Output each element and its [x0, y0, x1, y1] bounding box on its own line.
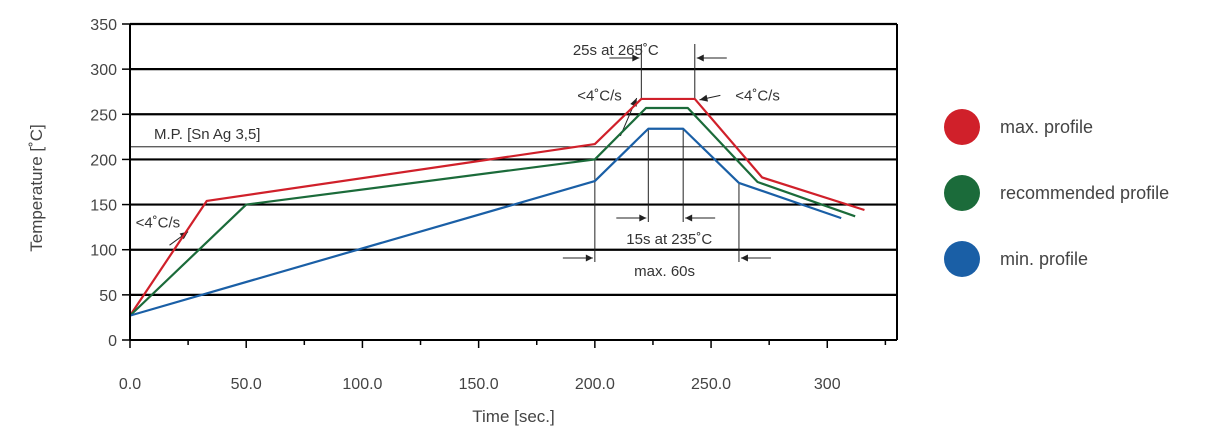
legend-swatch-min-profile — [944, 241, 980, 277]
legend-label-max-profile: max. profile — [1000, 116, 1094, 137]
x-tick-label: 200.0 — [575, 376, 615, 393]
x-tick-label: 250.0 — [691, 376, 731, 393]
x-tick-label: 300 — [814, 376, 841, 393]
y-tick-label: 350 — [90, 17, 117, 34]
guide-arrow-head — [639, 214, 647, 222]
legend-swatch-max-profile — [944, 109, 980, 145]
y-tick-label: 300 — [90, 62, 117, 79]
melting-point-label: M.P. [Sn Ag 3,5] — [154, 126, 260, 143]
guide-arrow-head — [685, 214, 693, 222]
y-tick-label: 50 — [99, 288, 117, 305]
series-line-max-profile — [129, 97, 865, 317]
grid-lines — [130, 22, 897, 296]
y-axis-label: Temperature [˚C] — [27, 124, 46, 252]
legend-swatch-recommended-profile — [944, 175, 980, 211]
tick-labels: 0 50 100 150 200 250 300 350 0.0 50.0 100.0 150.0 20… — [90, 17, 840, 393]
series-line-min-profile — [129, 127, 842, 317]
x-tick-label: 100.0 — [342, 376, 382, 393]
y-tick-label: 100 — [90, 243, 117, 260]
legend-label-min-profile: min. profile — [1000, 248, 1089, 269]
guide-arrow-head — [696, 54, 704, 62]
axes — [122, 23, 898, 348]
legend-item-min-profile: min. profile — [944, 241, 1169, 277]
max-duration-annotation: max. 60s — [634, 263, 695, 280]
legend-item-recommended-profile: recommended profile — [944, 175, 1170, 211]
slope-arrow-head — [699, 94, 708, 102]
x-tick-label: 150.0 — [459, 376, 499, 393]
x-tick-label: 50.0 — [231, 376, 262, 393]
ramp-up-bottom-annotation: <4˚C/s — [136, 215, 181, 232]
peak-time-min-annotation: 15s at 235˚C — [626, 231, 712, 248]
y-tick-label: 200 — [90, 152, 117, 169]
series-lines — [129, 97, 865, 317]
x-axis-label: Time [sec.] — [472, 407, 555, 426]
x-tick-label: 0.0 — [119, 376, 141, 393]
legend-label-recommended-profile: recommended profile — [1000, 182, 1170, 203]
legend-item-max-profile: max. profile — [944, 109, 1169, 145]
guide-arrow-head — [585, 254, 593, 262]
ramp-up-top-annotation: <4˚C/s — [577, 87, 622, 104]
y-tick-label: 0 — [108, 333, 117, 350]
ramp-down-top-annotation: <4˚C/s — [735, 87, 780, 104]
guide-arrow-head — [632, 54, 640, 62]
series-line-recommended-profile — [129, 106, 856, 317]
y-tick-label: 150 — [90, 198, 117, 215]
guide-arrow-head — [740, 254, 748, 262]
y-tick-label: 250 — [90, 107, 117, 124]
annotation-guides — [169, 44, 771, 262]
peak-time-max-annotation: 25s at 265˚C — [573, 42, 659, 59]
legend: max. profile recommended profile min. pr… — [944, 109, 1170, 310]
